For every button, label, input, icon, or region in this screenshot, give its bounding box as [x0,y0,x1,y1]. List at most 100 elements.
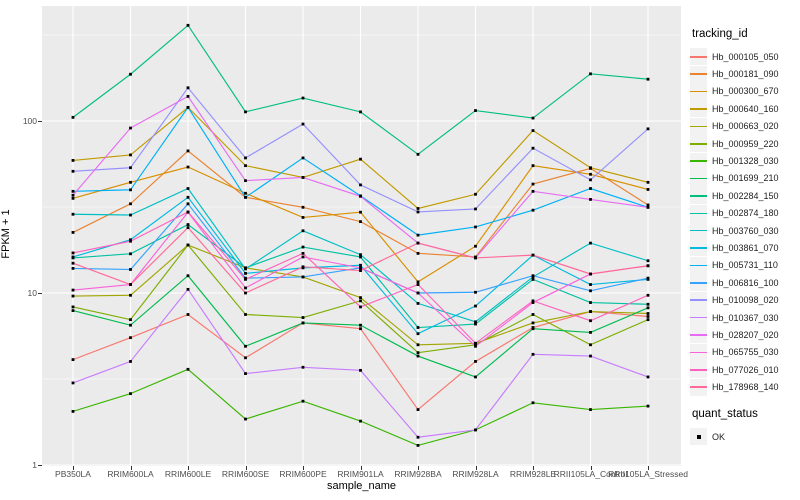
data-point [244,272,247,275]
data-point [301,316,305,319]
data-point [531,321,535,325]
data-point [129,360,132,363]
data-point [359,296,362,300]
data-point [244,313,247,316]
legend-entry-label: Hb_010367_030 [712,312,779,323]
data-point [474,256,477,260]
legend-entry: Hb_077026_010 [690,361,798,379]
data-point [589,343,592,347]
data-point [416,444,420,447]
legend-entry-label: Hb_005731_110 [712,260,778,271]
legend-entry-label: Hb_001328_030 [712,156,779,167]
x-tick-label: PB350LA [55,469,91,479]
legend-key [690,378,707,396]
y-tick-label: 10 [27,288,37,298]
legend-entry-label: OK [712,431,726,442]
y-tick-label: 100 [22,116,37,126]
legend-entry: Hb_000300_670 [690,82,798,100]
legend-entry: Hb_178968_140 [690,378,798,396]
data-point [474,207,477,211]
legend-key [690,135,707,153]
data-point [646,306,650,310]
data-point [359,194,362,198]
legend-entry-label: Hb_000181_090 [712,69,779,80]
data-point [301,251,305,255]
legend-swatch-line [690,90,707,93]
x-tick-mark [188,466,189,470]
data-point [129,293,132,297]
legend-entry-label: Hb_178968_140 [712,382,779,393]
y-axis-title: FPKM + 1 [0,209,12,259]
data-point [531,208,535,212]
data-point [301,255,305,259]
data-point [646,205,650,209]
legend-key [690,309,707,327]
data-point [416,343,420,347]
data-point [186,23,190,27]
data-point [301,122,305,126]
legend-entry: Hb_005731_110 [690,256,798,274]
data-point [646,312,650,315]
data-point [589,319,592,323]
data-point [416,326,420,329]
data-point [244,356,247,360]
data-point [301,399,305,403]
data-point [359,368,362,372]
data-point [301,216,305,219]
data-point [129,202,132,206]
data-point [71,231,75,234]
legend-entry: Hb_001328_030 [690,152,798,170]
data-point [301,156,305,160]
data-point [589,166,592,170]
legend-swatch-line [690,108,707,110]
legend-entry-label: Hb_000300_670 [712,86,779,97]
legend-swatch-line [690,264,707,267]
legend-swatch-line [690,125,707,128]
data-point [416,283,420,286]
data-point [71,305,75,309]
legend-entry-label: Hb_002284_150 [712,190,779,201]
data-point [531,182,535,186]
data-point [474,428,477,432]
data-point [186,165,190,169]
legend-entry-label: Hb_006816_100 [712,277,779,288]
data-point [589,198,592,201]
data-point [589,178,592,182]
legend-key [690,274,707,292]
legend-swatch-line [690,195,707,197]
data-point [71,288,75,292]
data-point [416,152,420,156]
legend-key [690,117,707,135]
legend-entry: Hb_000640_160 [690,100,798,118]
data-point [71,212,75,216]
data-point [646,77,650,81]
data-point [301,175,305,179]
legend-entry-label: Hb_010098_020 [712,295,779,306]
data-point [244,156,247,160]
legend-entry-label: Hb_000959_220 [712,138,779,149]
data-point [589,408,592,411]
data-point [416,351,420,355]
data-point [129,392,132,396]
data-point [474,225,477,229]
legend-swatch-line [690,282,707,284]
y-tick-label: 1 [32,460,37,470]
data-point [129,72,132,76]
x-tick-label: RRIM600LA [107,469,154,479]
x-tick-mark [418,466,419,470]
x-tick-mark [648,466,649,470]
data-point [186,210,190,214]
data-point [301,265,305,269]
data-point [71,193,75,197]
x-tick-mark [533,466,534,470]
y-tick-mark [38,121,42,122]
data-point [416,251,420,255]
data-point [531,129,535,132]
data-point [71,189,75,193]
legend-entry: Hb_010367_030 [690,309,798,327]
ok-point-marker [696,434,701,439]
data-point [71,381,75,385]
legend-entry: Hb_000181_090 [690,65,798,83]
legend-key [690,428,707,445]
data-point [359,220,362,224]
